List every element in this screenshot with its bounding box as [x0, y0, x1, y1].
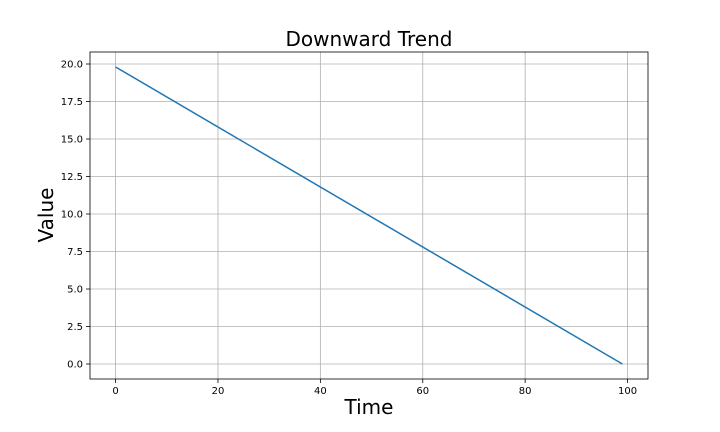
chart-title: Downward Trend	[286, 27, 453, 51]
y-tick-label: 20.0	[61, 60, 83, 71]
y-tick-label: 0.0	[67, 360, 83, 371]
tick-layer: 0 20 40 60 80 100 0.0 2.5 5.0 7.5 10.0 12.5 15.0 17.5…	[61, 60, 637, 398]
x-axis-label: Time	[344, 395, 394, 419]
y-tick-label: 10.0	[61, 210, 83, 221]
x-tick-label: 20	[212, 386, 225, 397]
y-tick-label: 5.0	[67, 285, 83, 296]
y-tick-label: 12.5	[61, 172, 83, 183]
y-tick-label: 17.5	[61, 97, 83, 108]
grid-layer	[90, 52, 648, 379]
series-layer	[115, 66, 623, 365]
x-tick-label: 0	[112, 386, 118, 397]
x-tick-label: 80	[519, 386, 532, 397]
y-axis-label: Value	[34, 188, 58, 243]
series-line	[115, 66, 623, 365]
x-tick-label: 40	[314, 386, 327, 397]
y-tick-label: 7.5	[67, 247, 83, 258]
y-tick-label: 2.5	[67, 322, 83, 333]
x-tick-label: 100	[618, 386, 637, 397]
plot-frame	[89, 51, 649, 380]
x-tick-label: 60	[416, 386, 429, 397]
y-tick-label: 15.0	[61, 135, 83, 146]
